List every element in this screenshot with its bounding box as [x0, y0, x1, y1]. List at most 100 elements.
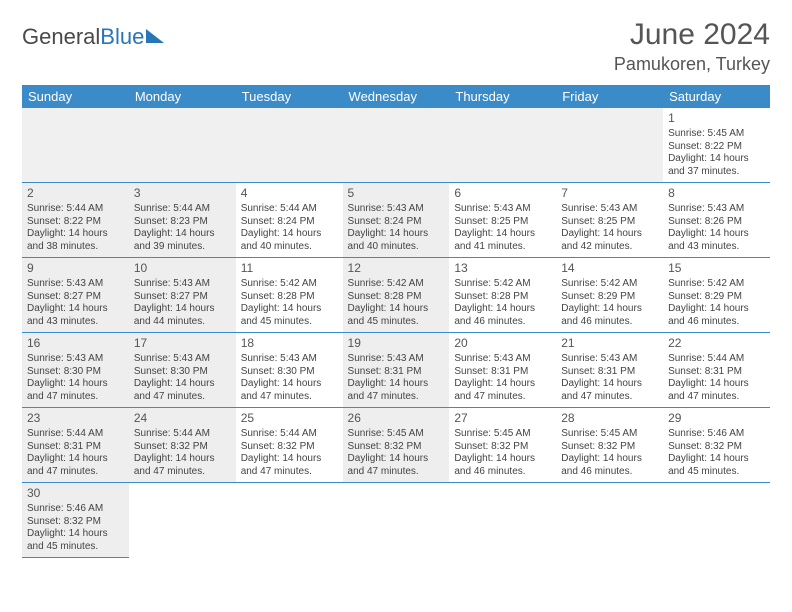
sunrise-text: Sunrise: 5:43 AM [454, 203, 551, 216]
day-number: 13 [454, 261, 551, 276]
day1-text: Daylight: 14 hours [561, 453, 658, 466]
sunset-text: Sunset: 8:32 PM [134, 441, 231, 454]
day-number: 29 [668, 411, 765, 426]
day-cell: 10Sunrise: 5:43 AMSunset: 8:27 PMDayligh… [129, 258, 236, 333]
day2-text: and 46 minutes. [454, 316, 551, 329]
day1-text: Daylight: 14 hours [27, 378, 124, 391]
day-cell: 27Sunrise: 5:45 AMSunset: 8:32 PMDayligh… [449, 408, 556, 483]
day-number: 22 [668, 336, 765, 351]
day1-text: Daylight: 14 hours [348, 303, 445, 316]
day1-text: Daylight: 14 hours [454, 453, 551, 466]
day1-text: Daylight: 14 hours [134, 378, 231, 391]
day2-text: and 47 minutes. [27, 391, 124, 404]
sunrise-text: Sunrise: 5:44 AM [27, 428, 124, 441]
sunset-text: Sunset: 8:31 PM [348, 366, 445, 379]
sunset-text: Sunset: 8:25 PM [454, 216, 551, 229]
day-number: 24 [134, 411, 231, 426]
dow-friday: Friday [556, 85, 663, 108]
day2-text: and 37 minutes. [668, 166, 765, 179]
day2-text: and 47 minutes. [348, 466, 445, 479]
day-cell: 5Sunrise: 5:43 AMSunset: 8:24 PMDaylight… [343, 183, 450, 258]
day2-text: and 44 minutes. [134, 316, 231, 329]
day-cell: 3Sunrise: 5:44 AMSunset: 8:23 PMDaylight… [129, 183, 236, 258]
logo: GeneralBlue [22, 24, 164, 50]
day1-text: Daylight: 14 hours [454, 378, 551, 391]
calendar-row: 16Sunrise: 5:43 AMSunset: 8:30 PMDayligh… [22, 333, 770, 408]
sunset-text: Sunset: 8:29 PM [561, 291, 658, 304]
sunrise-text: Sunrise: 5:43 AM [561, 203, 658, 216]
day2-text: and 47 minutes. [348, 391, 445, 404]
sunset-text: Sunset: 8:28 PM [241, 291, 338, 304]
dow-monday: Monday [129, 85, 236, 108]
day-cell: 17Sunrise: 5:43 AMSunset: 8:30 PMDayligh… [129, 333, 236, 408]
sunrise-text: Sunrise: 5:44 AM [134, 203, 231, 216]
sunrise-text: Sunrise: 5:45 AM [561, 428, 658, 441]
day-cell: 11 Sunrise: 5:42 AMSunset: 8:28 PMDayligh… [236, 258, 343, 333]
day2-text: and 45 minutes. [668, 466, 765, 479]
sunset-text: Sunset: 8:31 PM [27, 441, 124, 454]
sunset-text: Sunset: 8:32 PM [454, 441, 551, 454]
day-number: 2 [27, 186, 124, 201]
day-cell: 9Sunrise: 5:43 AMSunset: 8:27 PMDaylight… [22, 258, 129, 333]
day1-text: Daylight: 14 hours [134, 453, 231, 466]
title-block: June 2024 Pamukoren, Turkey [614, 18, 770, 75]
day-number: 9 [27, 261, 124, 276]
day-number: 25 [241, 411, 338, 426]
dow-thursday: Thursday [449, 85, 556, 108]
day2-text: and 41 minutes. [454, 241, 551, 254]
sunset-text: Sunset: 8:32 PM [241, 441, 338, 454]
page-header: GeneralBlue June 2024 Pamukoren, Turkey [22, 18, 770, 75]
location-label: Pamukoren, Turkey [614, 54, 770, 75]
sunrise-text: Sunrise: 5:43 AM [134, 278, 231, 291]
calendar-table: Sunday Monday Tuesday Wednesday Thursday… [22, 85, 770, 558]
day2-text: and 40 minutes. [348, 241, 445, 254]
sunrise-text: Sunrise: 5:42 AM [348, 278, 445, 291]
empty-cell [449, 483, 556, 558]
day1-text: Daylight: 14 hours [241, 303, 338, 316]
day-number: 11 [241, 261, 338, 276]
sunrise-text: Sunrise: 5:43 AM [561, 353, 658, 366]
day-cell: 24Sunrise: 5:44 AMSunset: 8:32 PMDayligh… [129, 408, 236, 483]
empty-cell [556, 108, 663, 183]
day-number: 28 [561, 411, 658, 426]
day-number: 20 [454, 336, 551, 351]
day1-text: Daylight: 14 hours [561, 228, 658, 241]
day2-text: and 45 minutes. [27, 541, 124, 554]
day1-text: Daylight: 14 hours [668, 228, 765, 241]
sunrise-text: Sunrise: 5:43 AM [241, 353, 338, 366]
day-number: 1 [668, 111, 765, 126]
day1-text: Daylight: 14 hours [241, 378, 338, 391]
day1-text: Daylight: 14 hours [454, 228, 551, 241]
logo-triangle-icon [146, 29, 164, 43]
day1-text: Daylight: 14 hours [348, 453, 445, 466]
sunrise-text: Sunrise: 5:43 AM [454, 353, 551, 366]
sunrise-text: Sunrise: 5:42 AM [454, 278, 551, 291]
day2-text: and 40 minutes. [241, 241, 338, 254]
sunrise-text: Sunrise: 5:46 AM [668, 428, 765, 441]
day2-text: and 45 minutes. [241, 316, 338, 329]
day1-text: Daylight: 14 hours [27, 228, 124, 241]
sunrise-text: Sunrise: 5:42 AM [241, 278, 338, 291]
sunrise-text: Sunrise: 5:44 AM [241, 203, 338, 216]
dow-wednesday: Wednesday [343, 85, 450, 108]
sunrise-text: Sunrise: 5:46 AM [27, 503, 124, 516]
empty-cell [22, 108, 129, 183]
sunset-text: Sunset: 8:28 PM [454, 291, 551, 304]
sunrise-text: Sunrise: 5:43 AM [27, 278, 124, 291]
day-cell: 25Sunrise: 5:44 AMSunset: 8:32 PMDayligh… [236, 408, 343, 483]
day2-text: and 43 minutes. [668, 241, 765, 254]
empty-cell [556, 483, 663, 558]
day2-text: and 47 minutes. [668, 391, 765, 404]
day1-text: Daylight: 14 hours [27, 303, 124, 316]
sunset-text: Sunset: 8:25 PM [561, 216, 658, 229]
sunset-text: Sunset: 8:28 PM [348, 291, 445, 304]
day-cell: 13Sunrise: 5:42 AMSunset: 8:28 PMDayligh… [449, 258, 556, 333]
dow-tuesday: Tuesday [236, 85, 343, 108]
sunset-text: Sunset: 8:32 PM [27, 516, 124, 529]
day1-text: Daylight: 14 hours [561, 378, 658, 391]
day2-text: and 47 minutes. [454, 391, 551, 404]
day-number: 12 [348, 261, 445, 276]
sunrise-text: Sunrise: 5:44 AM [668, 353, 765, 366]
day-cell: 4Sunrise: 5:44 AMSunset: 8:24 PMDaylight… [236, 183, 343, 258]
sunrise-text: Sunrise: 5:43 AM [27, 353, 124, 366]
